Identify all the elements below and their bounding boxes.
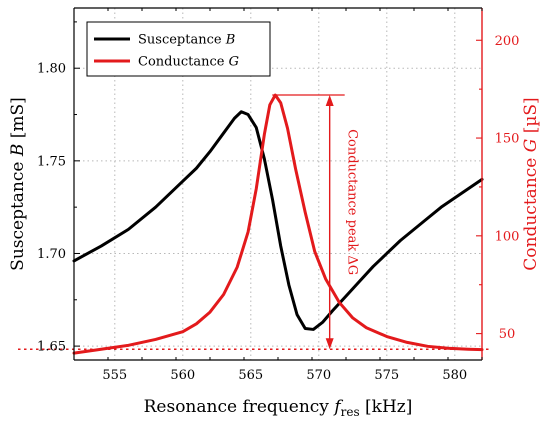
y-right-tick-label: 150: [495, 132, 520, 147]
x-tick-label: 570: [306, 368, 331, 383]
y-left-tick-label: 1.65: [37, 340, 66, 355]
arrow-head-top: [325, 95, 334, 107]
x-tick-label: 565: [238, 368, 263, 383]
peak-annotation-label: Conductance peak ΔG: [345, 129, 360, 275]
y-right-tick-label: 200: [495, 34, 520, 49]
x-axis-title-subscript: res: [341, 405, 360, 419]
axes: 555 560 565 570 575 580 1.65 1.70 1.75 1.80 50 100 1…: [8, 7, 541, 419]
y-right-axis-title-unit: [µS]: [521, 97, 541, 133]
y-left-axis-title-unit: [mS]: [8, 97, 28, 138]
x-axis-title-unit: [kHz]: [365, 397, 412, 417]
y-left-tick-label: 1.70: [37, 247, 66, 262]
x-tick-label: 580: [442, 368, 467, 383]
legend-label-symbol: B: [225, 33, 236, 48]
legend-label-text: Conductance: [138, 55, 225, 70]
legend-label-0: Susceptance B: [138, 33, 235, 48]
legend-label-symbol: G: [229, 55, 239, 70]
legend-label-text: Susceptance: [138, 33, 222, 48]
y-left-axis-title-text: Susceptance: [8, 162, 28, 271]
x-tick-label: 560: [170, 368, 195, 383]
y-right-axis-title: Conductance G [µS]: [521, 97, 541, 270]
y-left-tick-label: 1.75: [37, 154, 66, 169]
y-right-axis-title-text: Conductance: [521, 158, 541, 271]
annotations: Conductance peak ΔG: [272, 94, 360, 350]
x-axis-title: Resonance frequency fres [kHz]: [144, 397, 413, 419]
y-right-axis-title-symbol: G: [521, 139, 541, 153]
series-group: [72, 93, 484, 355]
series-line-susceptance: [72, 110, 484, 331]
series-line-conductance: [72, 93, 484, 355]
y-right-tick-label: 100: [495, 229, 520, 244]
y-right-tick-label: 50: [499, 327, 516, 342]
y-left-tick-label: 1.80: [37, 62, 66, 77]
legend-box: [86, 21, 271, 77]
y-left-axis-title: Susceptance B [mS]: [8, 97, 28, 271]
x-tick-label: 555: [102, 368, 127, 383]
y-left-axis-title-symbol: B: [8, 144, 28, 158]
legend-label-1: Conductance G: [138, 55, 239, 70]
x-tick-label: 575: [374, 368, 399, 383]
x-axis-title-text: Resonance frequency: [144, 397, 330, 417]
x-axis-title-symbol: f: [332, 397, 343, 417]
arrow-head-bottom: [325, 338, 334, 350]
